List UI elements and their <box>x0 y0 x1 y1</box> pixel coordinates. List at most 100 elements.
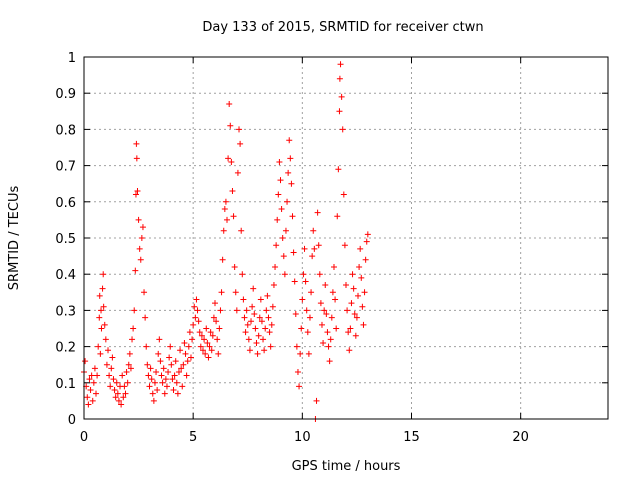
data-point <box>218 289 225 296</box>
data-point <box>268 321 275 328</box>
data-point <box>163 383 170 390</box>
data-point <box>228 158 235 165</box>
data-point <box>96 314 103 321</box>
data-point <box>220 227 227 234</box>
data-point <box>253 339 260 346</box>
data-point <box>111 387 118 394</box>
data-point <box>154 387 161 394</box>
data-point <box>129 336 136 343</box>
data-point <box>138 235 145 241</box>
data-point <box>289 213 296 220</box>
data-point <box>156 336 163 343</box>
data-point <box>175 368 182 375</box>
y-tick-label: 0.5 <box>55 232 76 247</box>
data-point <box>361 289 368 296</box>
data-point <box>199 347 206 354</box>
data-point <box>280 253 287 260</box>
data-point <box>143 343 150 350</box>
data-point <box>91 365 98 372</box>
data-point <box>240 296 247 303</box>
data-point <box>231 263 238 270</box>
data-point <box>344 307 351 314</box>
data-point <box>297 350 304 357</box>
data-point <box>304 329 311 336</box>
data-point <box>309 253 316 260</box>
data-point <box>299 296 306 303</box>
data-point <box>146 383 153 390</box>
data-point <box>290 249 297 256</box>
data-point <box>122 390 129 397</box>
data-point <box>276 158 283 165</box>
data-point <box>244 321 251 328</box>
x-axis-label: GPS time / hours <box>292 459 401 474</box>
data-point <box>323 311 330 318</box>
data-point <box>186 329 193 336</box>
data-point <box>101 321 108 328</box>
data-point <box>243 307 250 314</box>
data-point <box>181 339 188 346</box>
data-point <box>356 263 363 270</box>
data-point <box>254 350 261 357</box>
data-point <box>263 307 270 314</box>
data-point <box>132 191 139 198</box>
data-point <box>127 365 134 372</box>
data-point <box>234 169 241 176</box>
data-point <box>183 372 190 379</box>
data-point <box>277 177 284 184</box>
data-point <box>136 245 143 252</box>
y-tick-label: 0.4 <box>55 268 76 283</box>
data-point <box>250 285 257 292</box>
data-point <box>316 271 323 278</box>
data-point <box>255 332 262 339</box>
data-point <box>151 379 158 386</box>
data-point <box>187 354 194 361</box>
data-point <box>173 379 180 386</box>
data-point <box>248 318 255 325</box>
data-point <box>177 347 184 354</box>
data-point <box>100 303 107 310</box>
data-point <box>189 336 196 343</box>
data-point <box>237 140 244 147</box>
data-point <box>257 296 264 303</box>
data-point <box>89 397 96 404</box>
data-point <box>256 314 263 321</box>
data-point <box>266 329 273 336</box>
data-point <box>351 311 358 318</box>
data-point <box>236 126 243 133</box>
data-point <box>202 350 209 357</box>
data-point <box>167 343 174 350</box>
data-point <box>190 321 197 328</box>
data-point <box>85 401 92 408</box>
data-point <box>215 350 222 357</box>
data-point <box>269 303 276 310</box>
data-point <box>98 325 105 332</box>
data-point <box>340 191 347 198</box>
data-point <box>100 271 107 278</box>
data-point <box>98 307 105 314</box>
data-point <box>252 325 259 332</box>
data-point <box>308 289 315 296</box>
data-point <box>335 166 342 173</box>
data-point <box>241 314 248 321</box>
data-point <box>284 198 291 205</box>
data-point <box>209 332 216 339</box>
data-point <box>293 343 300 350</box>
x-tick-label: 20 <box>512 430 529 445</box>
data-point <box>264 292 271 299</box>
data-point <box>133 140 140 147</box>
data-point <box>221 206 228 213</box>
data-point <box>114 390 121 397</box>
y-tick-label: 0.8 <box>55 123 76 138</box>
data-point <box>203 325 210 332</box>
data-point <box>364 231 371 238</box>
data-point <box>210 314 217 321</box>
data-point <box>251 311 258 318</box>
data-point <box>191 303 198 310</box>
data-point <box>329 289 336 296</box>
data-point <box>328 314 335 321</box>
data-point <box>172 358 179 365</box>
data-point <box>275 191 282 198</box>
data-point <box>298 325 305 332</box>
data-point <box>359 303 366 310</box>
